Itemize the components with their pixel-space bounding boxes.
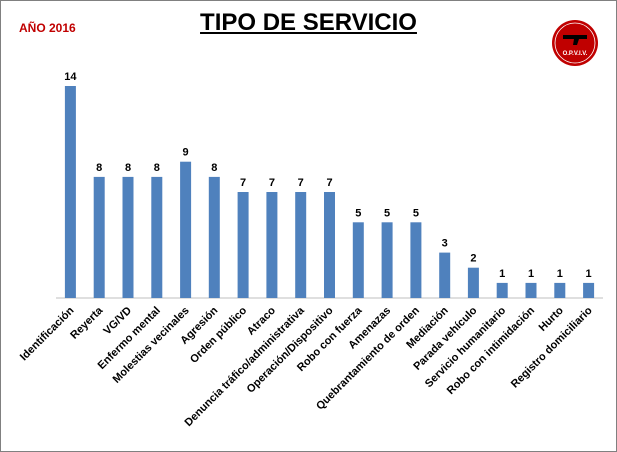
value-label-2: 8 [125, 162, 131, 174]
value-label-10: 5 [355, 207, 361, 219]
bar-10 [352, 222, 364, 298]
bar-15 [496, 282, 508, 298]
category-label-1: Reyerta [68, 304, 106, 342]
value-label-15: 1 [499, 268, 505, 280]
value-label-3: 8 [154, 162, 160, 174]
value-label-16: 1 [528, 268, 534, 280]
bars-group [64, 86, 595, 298]
value-label-13: 3 [442, 238, 448, 250]
bar-6 [237, 192, 249, 298]
opviv-logo: O.P.V.I.V. [552, 20, 598, 66]
bar-0 [64, 86, 76, 298]
year-label: AÑO 2016 [19, 21, 76, 35]
value-label-1: 8 [96, 162, 102, 174]
value-label-6: 7 [240, 177, 246, 189]
bar-5 [208, 176, 220, 298]
value-label-17: 1 [557, 268, 563, 280]
bar-12 [410, 222, 422, 298]
value-label-5: 8 [211, 162, 217, 174]
bar-18 [583, 282, 595, 298]
bar-11 [381, 222, 393, 298]
value-label-9: 7 [326, 177, 332, 189]
bar-8 [295, 192, 307, 298]
bar-16 [525, 282, 537, 298]
value-label-11: 5 [384, 207, 390, 219]
bar-7 [266, 192, 278, 298]
chart-title: TIPO DE SERVICIO [200, 9, 417, 36]
value-label-14: 2 [470, 253, 476, 265]
value-label-7: 7 [269, 177, 275, 189]
bar-9 [324, 192, 335, 298]
bar-2 [122, 176, 134, 298]
value-label-18: 1 [586, 268, 592, 280]
value-label-4: 9 [183, 147, 189, 159]
pistol-icon [563, 35, 587, 45]
value-label-8: 7 [298, 177, 304, 189]
bar-17 [554, 282, 566, 298]
bar-13 [439, 252, 451, 298]
value-labels-group: 14 8 8 8 9 8 7 7 7 7 5 5 5 3 2 1 1 1 1 [64, 71, 591, 280]
value-label-12: 5 [413, 207, 419, 219]
bar-3 [151, 176, 163, 298]
value-label-0: 14 [64, 71, 77, 83]
logo-text: O.P.V.I.V. [563, 51, 588, 57]
bar-4 [180, 161, 192, 298]
bar-1 [93, 176, 105, 298]
bar-14 [467, 267, 479, 298]
